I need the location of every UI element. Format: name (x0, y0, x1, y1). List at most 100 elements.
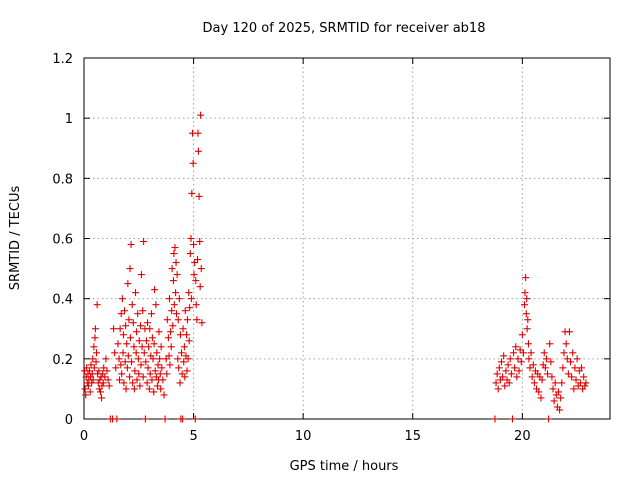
data-point (185, 337, 193, 345)
data-point (124, 280, 132, 288)
data-point (133, 376, 141, 384)
data-point (102, 355, 110, 363)
x-tick-label: 5 (189, 429, 197, 444)
data-point (537, 394, 545, 402)
data-point (91, 334, 99, 342)
data-point (161, 415, 169, 423)
data-point (87, 361, 95, 369)
data-point (98, 382, 106, 390)
data-point (194, 147, 202, 155)
data-point (535, 388, 543, 396)
x-tick-label: 0 (80, 429, 88, 444)
data-point (131, 367, 139, 375)
data-point (164, 334, 172, 342)
data-point (123, 364, 131, 372)
data-point (154, 361, 162, 369)
data-point (523, 295, 531, 303)
data-point (118, 295, 126, 303)
data-point (554, 388, 562, 396)
data-point (499, 373, 507, 381)
data-point (116, 325, 124, 333)
data-point (95, 367, 103, 375)
data-point (135, 337, 143, 345)
data-point (530, 379, 538, 387)
data-point (119, 331, 127, 339)
data-point (505, 379, 513, 387)
data-point (569, 349, 577, 357)
data-point (506, 355, 514, 363)
data-point (86, 388, 94, 396)
data-point (100, 364, 108, 372)
data-point (166, 361, 174, 369)
data-point (101, 373, 109, 381)
data-point (169, 277, 177, 285)
data-point (570, 385, 578, 393)
data-point (146, 325, 154, 333)
data-point (188, 189, 196, 197)
data-point (167, 343, 175, 351)
data-point (559, 364, 567, 372)
data-point (170, 250, 178, 258)
data-point (179, 415, 187, 423)
data-point (525, 355, 533, 363)
data-point (82, 391, 90, 399)
data-point (183, 331, 191, 339)
data-point (526, 364, 534, 372)
data-point (173, 271, 181, 279)
data-point (148, 334, 156, 342)
data-point (196, 283, 204, 291)
data-point (98, 394, 106, 402)
chart-title: Day 120 of 2025, SRMTID for receiver ab1… (203, 21, 486, 36)
data-point (180, 343, 188, 351)
data-point (563, 355, 571, 363)
data-point (96, 376, 104, 384)
plot-frame (83, 57, 611, 420)
y-tick-label: 0.2 (52, 353, 73, 368)
data-point (90, 343, 98, 351)
data-point (81, 385, 89, 393)
data-point (92, 358, 100, 366)
data-point (185, 289, 193, 297)
data-point (148, 376, 156, 384)
data-point (580, 373, 588, 381)
data-point (156, 355, 164, 363)
data-point (113, 415, 121, 423)
data-point (491, 415, 499, 423)
data-point (144, 364, 152, 372)
data-point (142, 358, 150, 366)
data-point (523, 325, 531, 333)
data-point (178, 349, 186, 357)
data-point (527, 349, 535, 357)
data-point (502, 367, 510, 375)
data-point (492, 379, 500, 387)
data-point (124, 352, 132, 360)
y-tick-label: 0.8 (52, 172, 73, 187)
data-point (146, 370, 154, 378)
data-point (142, 337, 150, 345)
data-point (542, 355, 550, 363)
data-point (105, 382, 113, 390)
y-tick-labels: 0 0.2 0.4 0.6 0.8 1 1.2 (52, 52, 73, 428)
data-point (560, 349, 568, 357)
data-point (516, 346, 524, 354)
data-point (498, 358, 506, 366)
y-tick-label: 1.2 (52, 52, 73, 67)
data-point (169, 322, 177, 330)
data-point (567, 358, 575, 366)
data-point (140, 238, 148, 246)
data-point (168, 265, 176, 273)
data-point (546, 340, 554, 348)
data-point (172, 289, 180, 297)
data-point (183, 367, 191, 375)
data-point (494, 385, 502, 393)
data-point (170, 301, 178, 309)
data-point (517, 358, 525, 366)
data-point (524, 316, 532, 324)
data-point (550, 397, 558, 405)
data-point (176, 379, 184, 387)
data-point (157, 385, 165, 393)
data-point (172, 310, 180, 318)
data-point (129, 379, 137, 387)
data-point (573, 355, 581, 363)
